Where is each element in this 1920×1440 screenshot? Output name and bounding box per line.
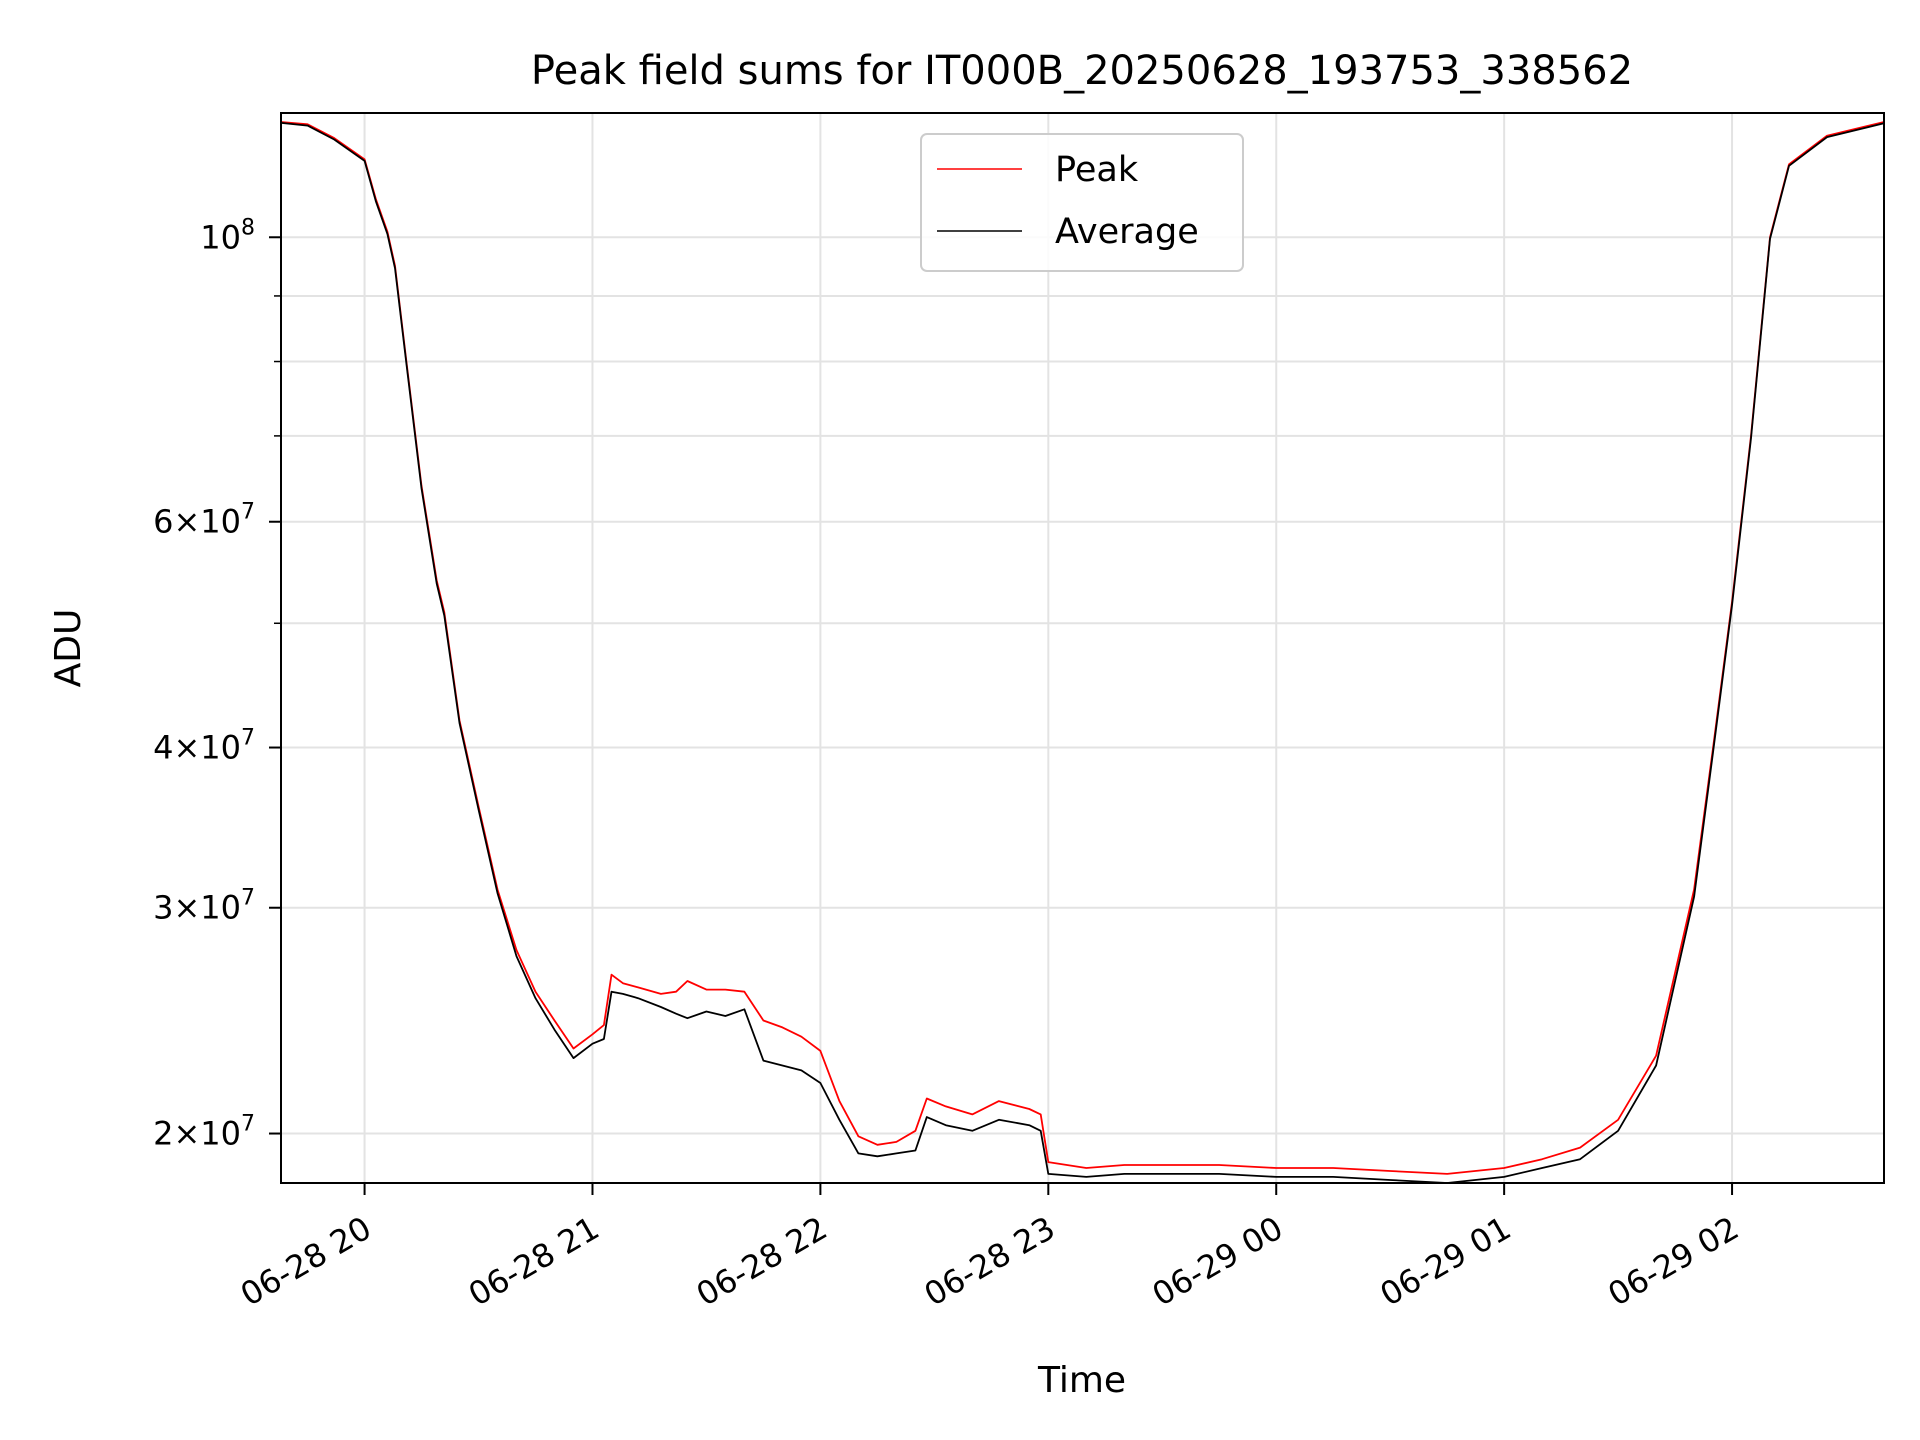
series-lines (280, 121, 1885, 1184)
y-tick-label: 3×107 (153, 886, 255, 927)
x-axis-label: Time (1037, 1360, 1126, 1401)
legend-label-peak: Peak (1055, 150, 1139, 190)
y-tick-label: 108 (200, 215, 255, 256)
series-line-average (280, 122, 1885, 1184)
plot-area-frame (280, 112, 1885, 1184)
legend: Peak Average (920, 133, 1244, 272)
y-axis-ticks: 2×107 3×107 4×107 6×107 108 (153, 215, 281, 1153)
y-tick-label: 6×107 (153, 500, 255, 541)
grid-lines (281, 113, 1884, 1183)
y-tick-label: 4×107 (153, 726, 255, 767)
legend-label-average: Average (1055, 212, 1199, 252)
chart-title: Peak field sums for IT000B_20250628_1937… (531, 48, 1633, 94)
y-axis-label: ADU (48, 609, 89, 688)
y-tick-label: 2×107 (153, 1112, 255, 1153)
